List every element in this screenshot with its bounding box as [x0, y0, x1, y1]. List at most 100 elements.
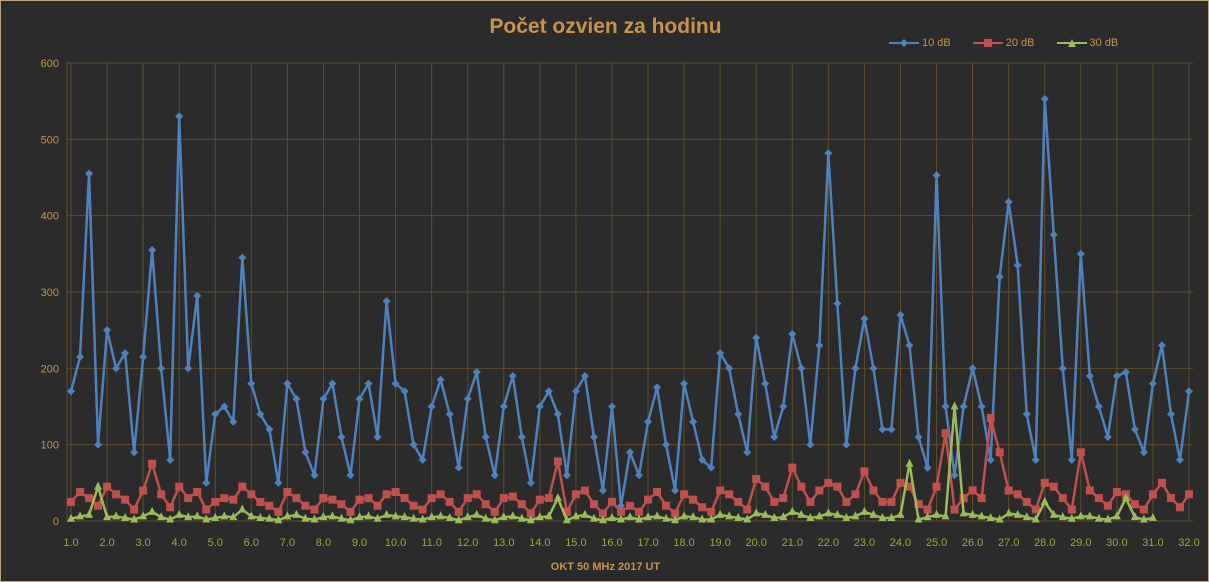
data-point-10db — [1022, 410, 1031, 419]
data-point-30db — [607, 512, 616, 521]
data-point-10db — [274, 478, 283, 487]
data-point-20db — [184, 494, 193, 503]
data-point-30db — [950, 401, 959, 410]
data-point-10db — [959, 402, 968, 411]
data-point-20db — [553, 457, 562, 466]
data-point-20db — [193, 487, 202, 496]
legend-label: 30 dB — [1089, 37, 1119, 49]
data-point-20db — [292, 494, 301, 503]
data-point-10db — [607, 402, 616, 411]
data-point-10db — [1112, 371, 1121, 380]
data-point-10db — [76, 352, 85, 361]
data-point-30db — [1130, 512, 1139, 521]
data-point-20db — [481, 500, 490, 509]
x-tick-label: 10.0 — [385, 537, 406, 549]
data-point-30db — [220, 511, 229, 520]
data-point-30db — [418, 514, 427, 523]
data-point-30db — [85, 509, 94, 518]
data-point-20db — [1157, 478, 1166, 487]
x-tick-label: 7.0 — [280, 537, 295, 549]
data-point-30db — [103, 512, 112, 521]
data-point-10db — [256, 410, 265, 419]
data-point-30db — [229, 512, 238, 521]
data-point-30db — [562, 515, 571, 524]
x-tick-label: 22.0 — [818, 537, 839, 549]
data-point-20db — [256, 497, 265, 506]
data-point-30db — [914, 514, 923, 523]
x-tick-label: 21.0 — [782, 537, 803, 549]
data-point-30db — [247, 511, 256, 520]
data-point-20db — [274, 507, 283, 516]
data-point-10db — [175, 112, 184, 121]
x-tick-label: 1.0 — [63, 537, 78, 549]
diamond-marker-icon — [889, 39, 919, 47]
data-point-10db — [887, 425, 896, 434]
data-point-30db — [1094, 513, 1103, 522]
data-point-20db — [1022, 497, 1031, 506]
data-point-20db — [1148, 490, 1157, 499]
data-point-10db — [1157, 341, 1166, 350]
data-point-30db — [292, 509, 301, 518]
data-point-20db — [1004, 486, 1013, 495]
data-point-20db — [815, 486, 824, 495]
data-point-10db — [67, 387, 75, 396]
data-point-30db — [905, 458, 914, 467]
data-point-10db — [671, 486, 680, 495]
data-point-30db — [1004, 508, 1013, 517]
data-point-30db — [1040, 496, 1049, 505]
data-point-30db — [986, 512, 995, 521]
data-point-10db — [725, 364, 734, 373]
data-point-30db — [544, 511, 553, 520]
data-point-30db — [1103, 514, 1112, 523]
data-point-20db — [995, 448, 1004, 457]
data-point-10db — [418, 455, 427, 464]
data-point-20db — [526, 509, 535, 518]
data-point-10db — [1166, 410, 1175, 419]
x-tick-label: 3.0 — [135, 537, 150, 549]
x-tick-label: 20.0 — [746, 537, 767, 549]
data-point-20db — [1139, 505, 1148, 514]
data-point-20db — [328, 495, 337, 504]
data-point-20db — [1040, 478, 1049, 487]
data-point-30db — [166, 514, 175, 523]
data-point-20db — [589, 500, 598, 509]
data-point-30db — [157, 512, 166, 521]
data-point-30db — [499, 512, 508, 521]
data-point-30db — [1148, 512, 1157, 521]
data-point-20db — [986, 413, 995, 422]
data-point-20db — [598, 509, 607, 518]
data-point-10db — [103, 326, 112, 335]
legend-item-10db: 10 dB — [889, 37, 951, 49]
data-point-10db — [977, 402, 986, 411]
data-point-10db — [932, 171, 941, 180]
data-point-20db — [202, 505, 211, 514]
x-tick-label: 18.0 — [673, 537, 694, 549]
x-tick-label: 14.0 — [529, 537, 550, 549]
data-point-20db — [968, 486, 977, 495]
data-point-10db — [1139, 448, 1148, 457]
data-point-20db — [779, 494, 788, 503]
x-tick-label: 24.0 — [890, 537, 911, 549]
data-point-30db — [472, 509, 481, 518]
data-point-10db — [950, 471, 959, 480]
data-point-30db — [806, 512, 815, 521]
data-point-20db — [319, 494, 328, 503]
data-point-10db — [986, 455, 995, 464]
x-tick-label: 27.0 — [998, 537, 1019, 549]
data-point-30db — [211, 512, 220, 521]
data-point-10db — [662, 440, 671, 449]
data-point-20db — [1085, 486, 1094, 495]
data-point-30db — [184, 512, 193, 521]
data-point-30db — [409, 513, 418, 522]
data-point-10db — [653, 383, 662, 392]
data-point-10db — [1175, 455, 1184, 464]
data-point-10db — [914, 433, 923, 442]
data-point-30db — [734, 512, 743, 521]
data-point-30db — [265, 513, 274, 522]
data-point-20db — [373, 501, 382, 510]
data-point-20db — [680, 490, 689, 499]
data-point-30db — [1049, 509, 1058, 518]
data-point-20db — [301, 501, 310, 510]
